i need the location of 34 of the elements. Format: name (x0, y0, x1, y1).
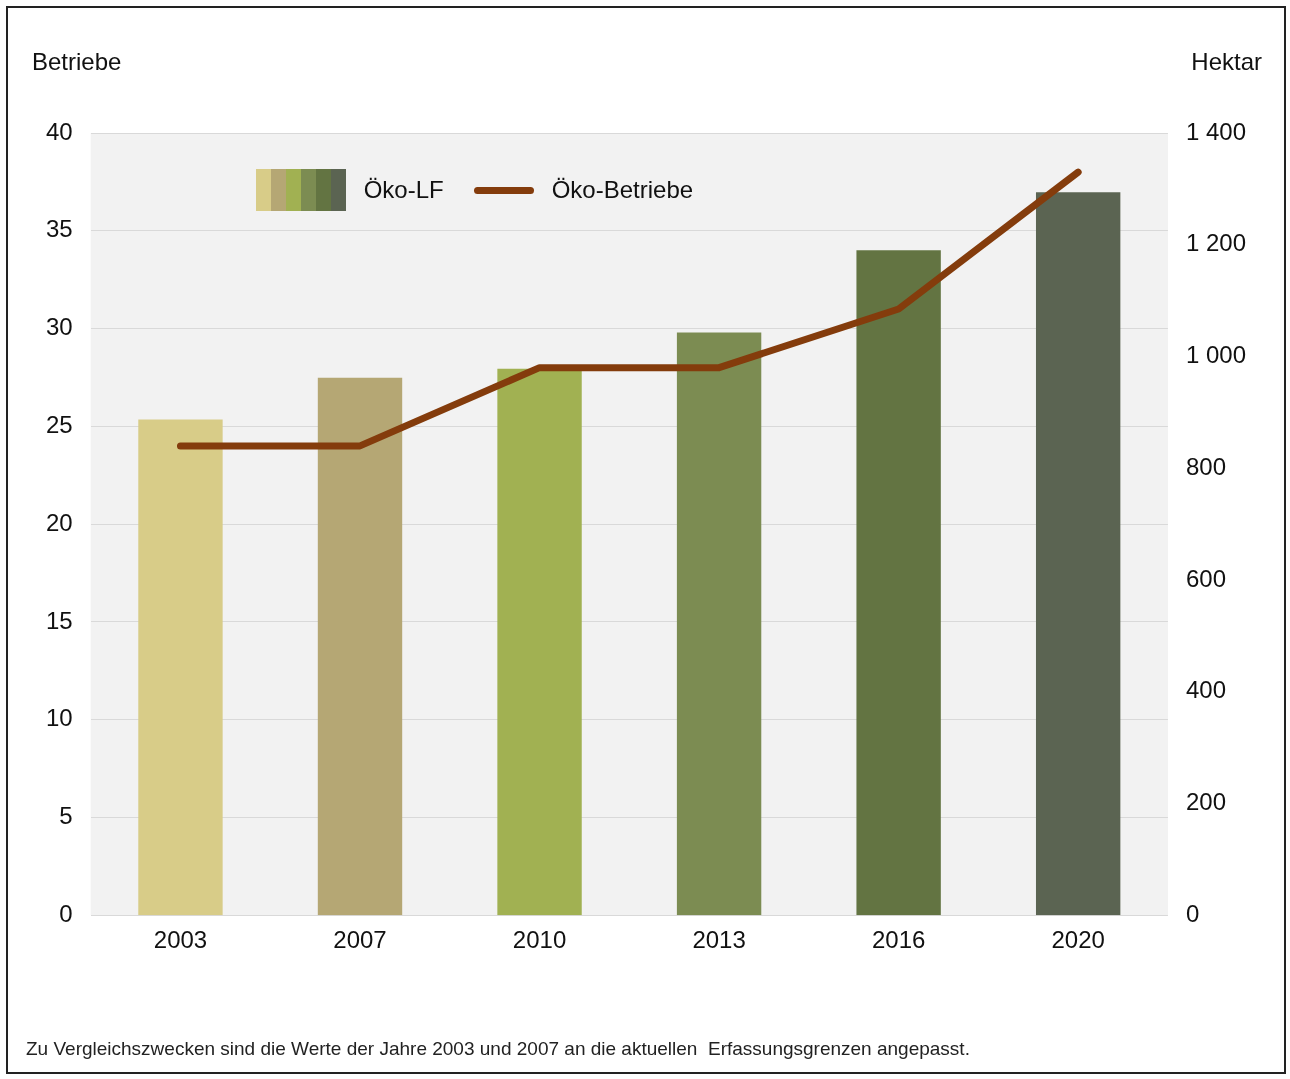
y2-axis-title: Hektar (1191, 47, 1263, 75)
y2-tick-label: 1 000 (1185, 341, 1246, 369)
bar (138, 419, 223, 916)
y2-tick-label: 1 400 (1185, 117, 1246, 145)
x-tick-label: 2003 (153, 926, 208, 954)
bar (856, 250, 941, 916)
y-tick-label: 35 (45, 215, 73, 243)
bar (676, 332, 762, 916)
y2-tick-label: 400 (1185, 676, 1226, 704)
bar (1035, 192, 1121, 916)
bar (317, 377, 403, 916)
y-axis-title: Betriebe (32, 47, 122, 75)
y-tick-label: 5 (59, 802, 73, 830)
y-tick-label: 40 (45, 117, 73, 145)
legend-label: Öko-Betriebe (551, 176, 694, 204)
y2-tick-label: 1 200 (1185, 229, 1246, 257)
y2-tick-label: 0 (1185, 899, 1200, 927)
y-tick-label: 15 (45, 606, 73, 634)
bar (497, 368, 582, 916)
x-tick-label: 2010 (512, 926, 567, 954)
legend-label: Öko-LF (363, 176, 444, 204)
y2-tick-label: 200 (1185, 788, 1226, 816)
x-tick-label: 2020 (1051, 926, 1105, 954)
y-tick-label: 10 (45, 704, 73, 732)
x-tick-label: 2013 (692, 926, 746, 954)
text: Zu Vergleichszwecken sind die Werte der Jahre 2003 und 2007 an die aktuellen Erfassungsgrenzen angepasst. (26, 1038, 970, 1060)
y-tick-label: 20 (45, 508, 73, 536)
x-tick-label: 2007 (333, 926, 387, 954)
x-tick-label: 2016 (871, 926, 926, 954)
y-tick-label: 30 (45, 313, 73, 341)
y-tick-label: 0 (59, 899, 73, 927)
y2-tick-label: 600 (1185, 564, 1226, 592)
y2-tick-label: 800 (1185, 452, 1226, 480)
y-tick-label: 25 (45, 410, 73, 438)
